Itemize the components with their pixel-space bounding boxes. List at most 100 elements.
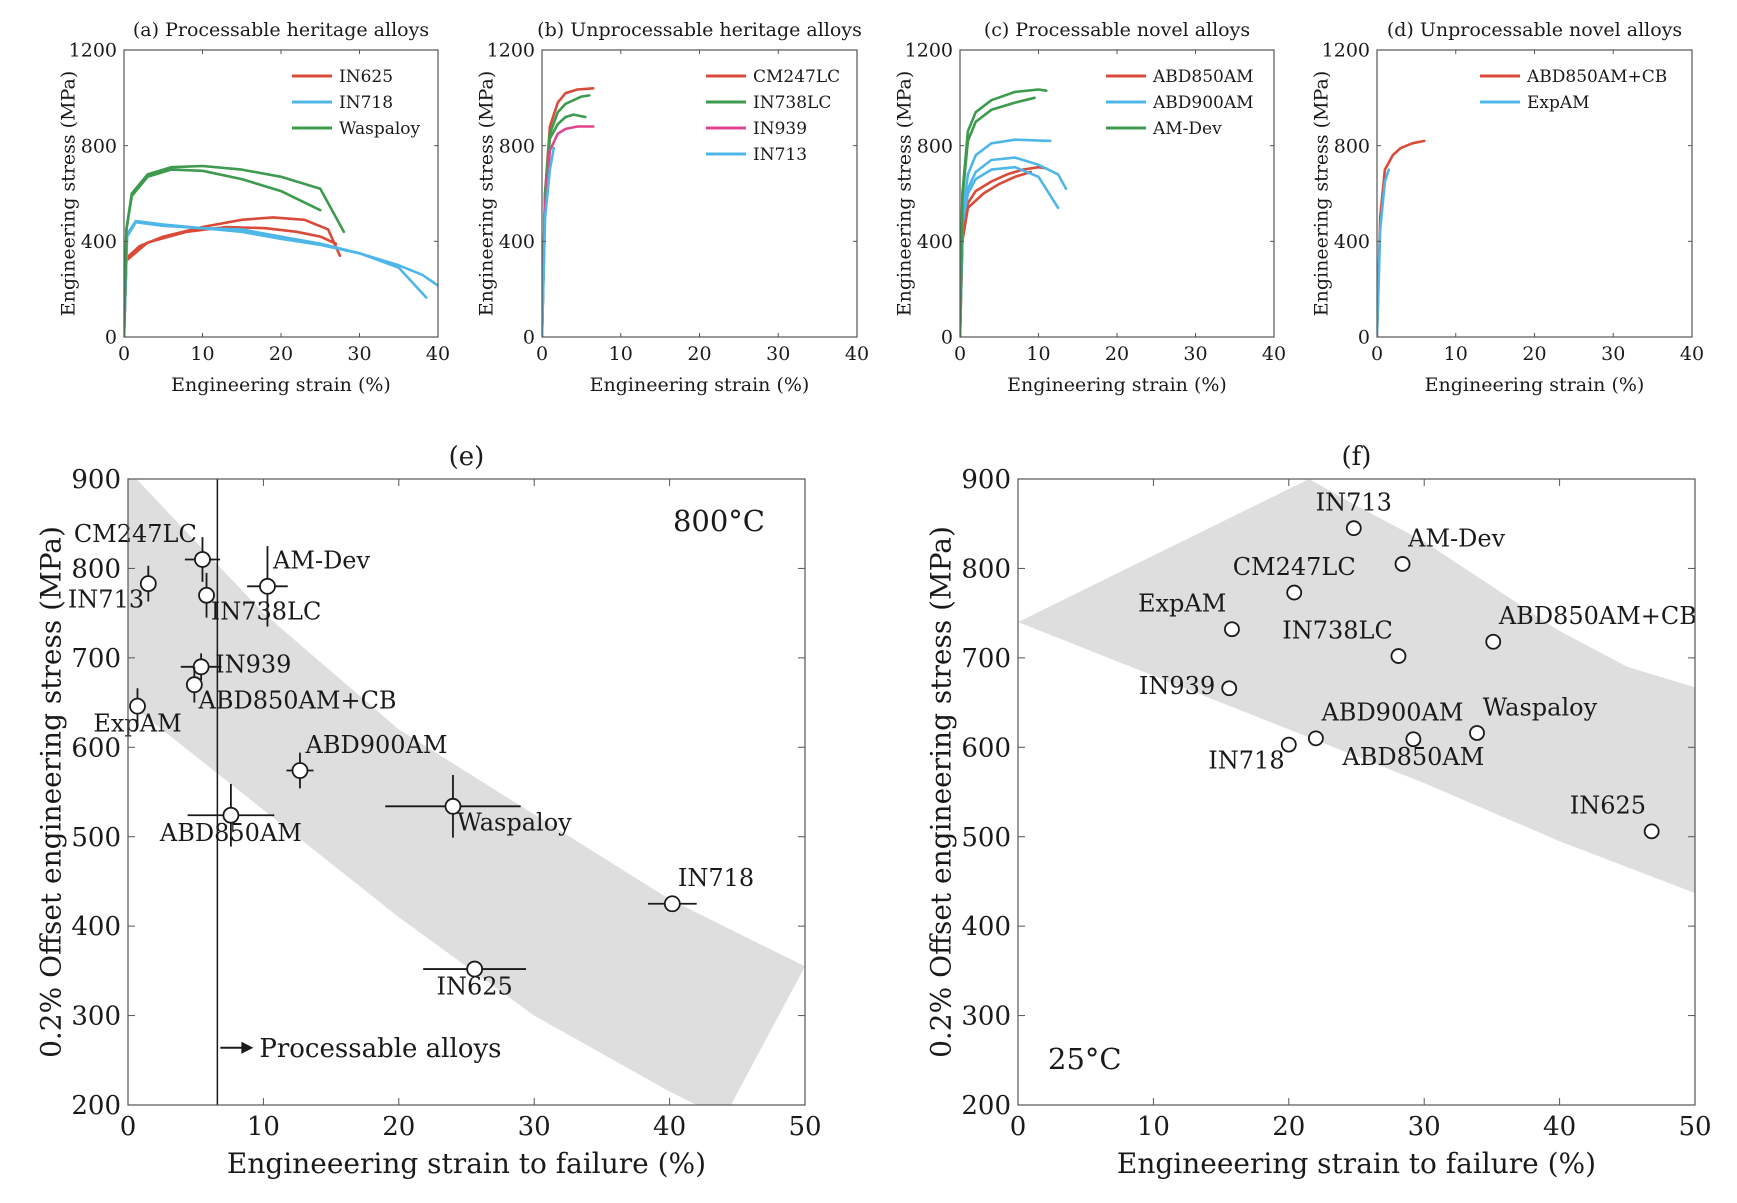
- confidence-band: [128, 479, 805, 1105]
- x-tick-label: 10: [1026, 343, 1050, 365]
- chart-e: Processable alloys CM247LC IN713 IN738LC AM-…: [34, 442, 821, 1180]
- data-point-abd850am: [222, 806, 240, 824]
- data-point-in713: [139, 575, 157, 593]
- x-tick-label: 20: [687, 343, 711, 365]
- legend-label: AM-Dev: [1152, 119, 1222, 139]
- arrow-head-icon: [241, 1041, 254, 1054]
- x-axis-label: Engineeering strain to failure (%): [227, 1147, 706, 1180]
- data-point-in939: [192, 658, 210, 676]
- data-point-in625: [1643, 823, 1660, 840]
- x-tick-label: 30: [518, 1112, 551, 1142]
- x-axis-label: Engineering strain (%): [171, 374, 391, 396]
- data-point-waspaloy: [1469, 725, 1485, 741]
- data-point-cm247lc: [1286, 584, 1303, 601]
- y-tick-label: 800: [961, 555, 1011, 585]
- data-point-abd850am: [1405, 731, 1422, 748]
- axes-frame-f: [1017, 478, 1696, 1106]
- data-point-abd900am: [291, 762, 309, 779]
- y-tick-label: 600: [961, 733, 1011, 763]
- y-tick-label: 400: [961, 912, 1011, 942]
- x-axis-label: Engineering strain (%): [1007, 374, 1227, 396]
- curve-in718-2: [124, 220, 428, 337]
- x-tick-label: 20: [269, 343, 293, 365]
- point-label: IN713: [1316, 489, 1392, 517]
- y-tick-label: 300: [961, 1002, 1011, 1032]
- x-tick-label: 30: [1601, 343, 1625, 365]
- data-point-am-dev: [259, 577, 276, 595]
- temperature-annotation: 25°C: [1048, 1042, 1122, 1076]
- x-tick-label: 50: [788, 1112, 821, 1142]
- point-label: IN738LC: [211, 597, 322, 625]
- y-tick-label: 0: [941, 327, 953, 349]
- point-label: IN625: [436, 973, 512, 1001]
- point-label: Waspaloy: [457, 808, 572, 836]
- legend-label: ABD900AM: [1152, 93, 1254, 113]
- y-tick-label: 800: [499, 135, 535, 157]
- point-label: ABD850AM: [1341, 743, 1484, 771]
- y-tick-label: 1200: [487, 40, 535, 62]
- point-label: ABD850AM+CB: [198, 687, 397, 715]
- threshold-label: Processable alloys: [259, 1034, 501, 1064]
- chart-title: (f): [1342, 442, 1372, 472]
- data-point-expam: [129, 697, 146, 715]
- legend-label: Waspaloy: [339, 119, 421, 139]
- chart-title: (d) Unprocessable novel alloys: [1387, 19, 1682, 41]
- point-label: IN625: [1570, 792, 1646, 820]
- x-tick-label: 40: [1680, 343, 1704, 365]
- data-point-in713: [1345, 520, 1362, 537]
- x-axis-label: Engineeering strain to failure (%): [1117, 1147, 1596, 1180]
- point-label: ABD850AM: [159, 819, 302, 847]
- data-point-abd850am+cb: [1485, 633, 1502, 650]
- point-label: CM247LC: [74, 520, 197, 548]
- curve-in939-1: [542, 125, 595, 337]
- y-tick-label: 1200: [905, 40, 953, 62]
- data-point-in718: [1280, 736, 1297, 753]
- curve-in625-1: [124, 216, 342, 337]
- confidence-band: [1018, 479, 1695, 894]
- y-tick-label: 400: [1334, 231, 1370, 253]
- legend-label: IN713: [753, 145, 807, 165]
- x-tick-label: 20: [1105, 343, 1129, 365]
- x-tick-label: 30: [347, 343, 371, 365]
- data-point-in939: [1221, 680, 1238, 697]
- y-tick-label: 700: [961, 644, 1011, 674]
- y-tick-label: 500: [961, 823, 1011, 853]
- legend-label: IN718: [339, 93, 393, 113]
- x-tick-label: 0: [120, 1112, 137, 1142]
- data-curves-b: [542, 87, 595, 337]
- legend-label: IN625: [339, 67, 393, 87]
- y-tick-label: 400: [499, 231, 535, 253]
- point-label: ExpAM: [1138, 590, 1226, 618]
- x-tick-label: 40: [845, 343, 869, 365]
- x-tick-label: 0: [1010, 1112, 1027, 1142]
- y-tick-label: 200: [961, 1091, 1011, 1121]
- data-point-in718: [663, 895, 681, 913]
- y-tick-label: 900: [71, 465, 121, 495]
- x-tick-label: 30: [1408, 1112, 1441, 1142]
- x-axis-label: Engineering strain (%): [590, 374, 810, 396]
- point-label: IN718: [678, 864, 754, 892]
- x-tick-label: 0: [536, 343, 548, 365]
- data-curves-a: [124, 164, 438, 337]
- x-tick-label: 0: [1371, 343, 1383, 365]
- data-point-expam: [1224, 621, 1240, 638]
- legend-label: IN738LC: [753, 93, 831, 113]
- y-tick-label: 1200: [69, 40, 117, 62]
- chart-title: (e): [449, 442, 485, 472]
- y-tick-label: 400: [71, 912, 121, 942]
- x-tick-label: 10: [609, 343, 633, 365]
- legend-label: ExpAM: [1527, 93, 1590, 113]
- x-tick-label: 0: [954, 343, 966, 365]
- data-point-waspaloy: [444, 797, 462, 815]
- y-tick-label: 300: [71, 1002, 121, 1032]
- chart-title: (c) Processable novel alloys: [984, 19, 1250, 41]
- legend-label: ABD850AM+CB: [1526, 67, 1667, 87]
- y-tick-label: 1200: [1322, 40, 1370, 62]
- point-label: AM-Dev: [272, 547, 370, 575]
- curve-waspaloy-1: [124, 164, 346, 337]
- data-point-cm247lc: [194, 551, 211, 568]
